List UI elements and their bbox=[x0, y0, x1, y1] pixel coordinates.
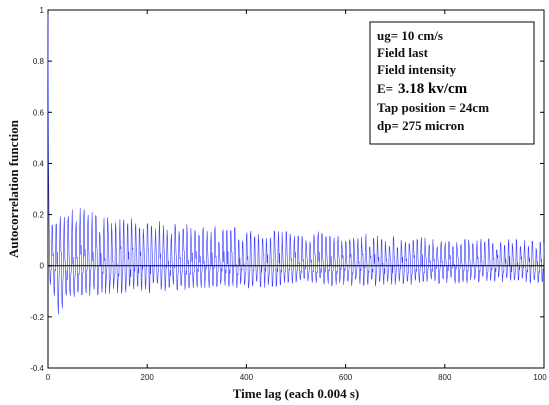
x-tick-label: 600 bbox=[339, 373, 353, 382]
y-tick-label: 0 bbox=[40, 262, 45, 271]
x-axis-label: Time lag (each 0.004 s) bbox=[233, 386, 360, 401]
x-tick-label: 0 bbox=[46, 373, 51, 382]
annotation-box: ug= 10 cm/s Field last Field intensity E… bbox=[369, 21, 535, 145]
y-tick-label: 0.4 bbox=[33, 159, 45, 168]
y-tick-label: 0.6 bbox=[33, 108, 45, 117]
annotation-dp: dp= 275 micron bbox=[377, 118, 465, 133]
y-tick-label: 0.2 bbox=[33, 211, 45, 220]
y-axis-label: Autocorrelation function bbox=[6, 119, 21, 258]
series-line bbox=[47, 9, 545, 315]
y-tick-label: 0.8 bbox=[33, 57, 45, 66]
x-tick-label: 100 bbox=[533, 373, 547, 382]
annotation-tap: Tap position = 24cm bbox=[377, 100, 489, 115]
series-group bbox=[47, 9, 545, 315]
annotation-frame bbox=[369, 21, 535, 145]
y-tick-label: -0.2 bbox=[30, 313, 44, 322]
annotation-intensity: Field intensity bbox=[377, 62, 457, 77]
x-tick-label: 200 bbox=[141, 373, 155, 382]
annotation-field: Field last bbox=[377, 45, 429, 60]
y-tick-label: -0.4 bbox=[30, 364, 44, 373]
x-tick-label: 800 bbox=[438, 373, 452, 382]
x-tick-label: 400 bbox=[240, 373, 254, 382]
annotation-ug: ug= 10 cm/s bbox=[377, 28, 443, 43]
y-tick-label: 1 bbox=[40, 6, 45, 15]
annotation-e-value: 3.18 kv/cm bbox=[398, 81, 468, 97]
ticks-group: 0 200 400 600 800 100 -0.4 -0.2 0 0.2 0.4 0.6 0.8 1 bbox=[30, 6, 547, 382]
annotation-e-label: E= bbox=[377, 81, 393, 96]
